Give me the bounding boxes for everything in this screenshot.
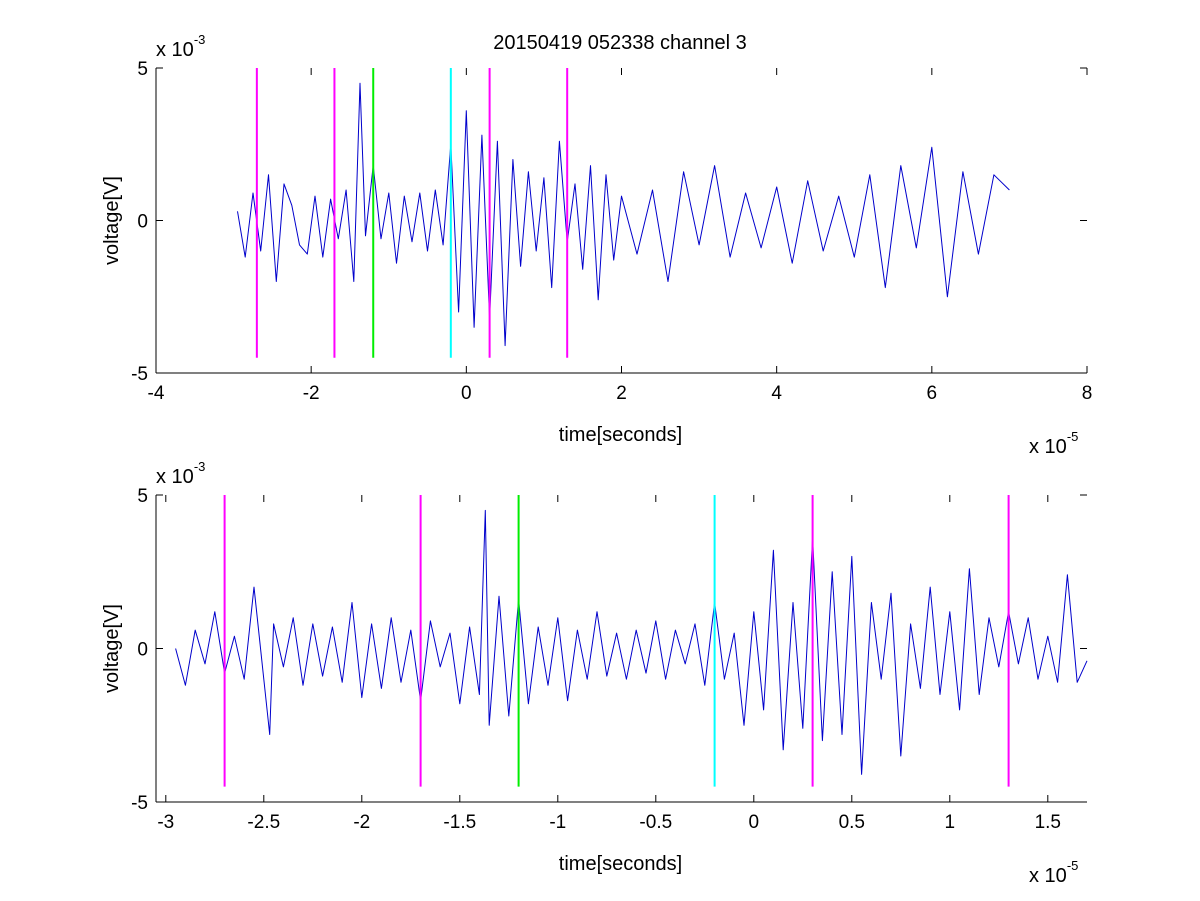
y-tick-label: 0 — [137, 212, 148, 233]
y-exponent-label: x 10-3 — [156, 32, 205, 61]
y-tick-label: 5 — [137, 59, 148, 80]
axes-top: -4 -2 0 2 4 6 8 -5 0 5 time[seconds] voltage[V] x 10… — [101, 32, 1092, 458]
x-tick-label: -1 — [549, 812, 566, 833]
x-tick-label: 8 — [1082, 383, 1093, 404]
y-tick-label: -5 — [131, 364, 148, 385]
y-exponent-power: -3 — [194, 459, 206, 474]
x-exponent-power: -5 — [1067, 858, 1079, 873]
x-exponent-base: x 10 — [1029, 436, 1067, 458]
y-axis-label: voltage[V] — [101, 604, 123, 693]
x-tick-label: 0.5 — [839, 812, 865, 833]
x-tick-label: 4 — [771, 383, 782, 404]
y-exponent-label: x 10-3 — [156, 459, 205, 488]
x-axis-label: time[seconds] — [559, 853, 682, 875]
y-tick-label: 5 — [137, 486, 148, 507]
x-tick-label: -2 — [303, 383, 320, 404]
x-tick-label: -0.5 — [639, 812, 672, 833]
x-exponent-label: x 10-5 — [1029, 858, 1078, 887]
y-tick-label: 0 — [137, 640, 148, 661]
x-tick-label: 1.5 — [1035, 812, 1061, 833]
x-tick-label: 2 — [616, 383, 627, 404]
signal-line — [175, 509, 1088, 775]
x-tick-label: -4 — [148, 383, 165, 404]
x-axis-label: time[seconds] — [559, 424, 682, 446]
x-tick-label: -2.5 — [247, 812, 280, 833]
x-tick-label: 0 — [461, 383, 472, 404]
axes-bottom: -3 -2.5 -2 -1.5 -1 -0.5 0 0.5 1 1.5 -5 0 5 time[secon… — [101, 459, 1088, 887]
x-tick-label: 0 — [749, 812, 760, 833]
y-tick-label: -5 — [131, 793, 148, 814]
signal-line — [237, 82, 1010, 347]
x-tick-label: -3 — [157, 812, 174, 833]
y-exponent-base: x 10 — [156, 466, 194, 488]
figure-title: 20150419 052338 channel 3 — [493, 32, 747, 54]
x-exponent-label: x 10-5 — [1029, 429, 1078, 458]
x-exponent-base: x 10 — [1029, 865, 1067, 887]
y-exponent-base: x 10 — [156, 39, 194, 61]
y-exponent-power: -3 — [194, 32, 206, 47]
x-exponent-power: -5 — [1067, 429, 1079, 444]
y-axis-label: voltage[V] — [101, 176, 123, 265]
x-tick-label: 1 — [945, 812, 956, 833]
x-tick-label: -1.5 — [443, 812, 476, 833]
x-tick-label: 6 — [927, 383, 938, 404]
x-tick-label: -2 — [353, 812, 370, 833]
